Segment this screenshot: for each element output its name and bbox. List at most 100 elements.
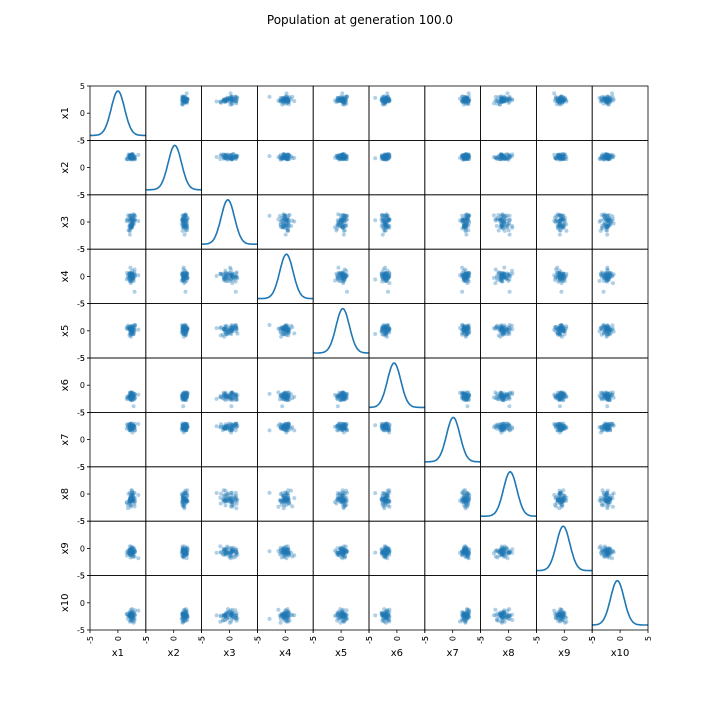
scatter-point [130, 328, 135, 333]
scatter-point [219, 100, 223, 105]
scatter-point [184, 99, 188, 104]
scatter-point [183, 212, 188, 217]
scatter-point [218, 157, 223, 162]
scatter-point [344, 392, 349, 397]
scatter-point [132, 155, 137, 160]
scatter-point [383, 271, 388, 276]
scatter-point [339, 275, 344, 280]
scatter-point [384, 95, 389, 100]
scatter-point [604, 213, 609, 218]
scatter-point [603, 272, 607, 277]
scatter-point [342, 102, 347, 107]
scatter-point [560, 279, 565, 283]
scatter-point [182, 98, 187, 103]
scatter-point [508, 154, 512, 159]
scatter-point [286, 153, 291, 158]
scatter-point [465, 213, 470, 218]
scatter-point [557, 223, 562, 228]
scatter-point [234, 270, 239, 275]
scatter-point [494, 156, 499, 161]
scatter-point [282, 223, 287, 228]
scatter-point [387, 217, 392, 222]
scatter-point [505, 225, 510, 230]
scatter-point [507, 95, 512, 100]
scatter-point [345, 213, 349, 218]
scatter-point [460, 219, 465, 224]
scatter-point [562, 153, 567, 157]
scatter-point [233, 274, 238, 279]
scatter-point [180, 228, 185, 233]
scatter-point [493, 156, 498, 161]
scatter-point [601, 222, 606, 227]
scatter-point [463, 156, 468, 161]
scatter-point [129, 324, 134, 329]
scatter-point [220, 98, 225, 103]
scatter-point [184, 275, 188, 279]
scatter-point [460, 289, 465, 294]
scatter-point [338, 218, 343, 223]
scatter-point [383, 224, 388, 229]
scatter-point [380, 222, 385, 226]
scatter-point [276, 423, 281, 428]
scatter-point [385, 219, 390, 223]
scatter-point [131, 274, 136, 279]
panel-frame [424, 248, 481, 304]
scatter-point [466, 94, 471, 99]
scatter-point [562, 156, 567, 161]
scatter-point [504, 152, 509, 157]
scatter-point [560, 97, 565, 101]
scatter-point [560, 98, 565, 103]
scatter-point [502, 97, 506, 102]
scatter-point [603, 275, 608, 280]
scatter-point [559, 94, 564, 99]
scatter-point [226, 272, 230, 277]
scatter-point [185, 100, 190, 105]
scatter-point [184, 273, 189, 278]
scatter-point [554, 267, 558, 272]
scatter-point [342, 219, 347, 224]
scatter-point [182, 275, 187, 280]
scatter-point [179, 222, 184, 227]
scatter-point [605, 268, 610, 273]
scatter-point [223, 424, 228, 429]
scatter-point [228, 152, 233, 157]
scatter-point [181, 331, 186, 336]
scatter-point [499, 274, 504, 279]
scatter-point [460, 274, 465, 279]
scatter-point [466, 273, 471, 278]
scatter-point [126, 325, 131, 330]
scatter-point [228, 156, 233, 161]
scatter-point [603, 216, 607, 221]
scatter-point [340, 153, 344, 158]
scatter-point [466, 100, 471, 105]
scatter-point [222, 274, 226, 279]
scatter-point [510, 154, 514, 159]
scatter-point [504, 215, 509, 220]
scatter-point [223, 97, 228, 102]
panel-x2-x9 [536, 139, 593, 196]
scatter-point [181, 327, 186, 332]
scatter-point [339, 225, 344, 229]
scatter-point [126, 155, 130, 160]
scatter-point [465, 97, 470, 102]
scatter-point [382, 157, 387, 162]
scatter-point [558, 100, 563, 104]
scatter-point [382, 100, 387, 105]
panel-x8-x7 [424, 466, 481, 522]
scatter-point [462, 100, 466, 105]
scatter-point [603, 156, 608, 161]
kde-line-x4 [257, 253, 314, 300]
scatter-point [496, 271, 501, 276]
scatter-point [335, 491, 340, 496]
scatter-point [222, 155, 227, 160]
scatter-point [557, 213, 562, 218]
panel-x9-x8 [480, 520, 537, 577]
scatter-point [289, 488, 294, 493]
scatter-point [185, 276, 190, 280]
scatter-point [501, 156, 506, 161]
scatter-point [560, 155, 564, 160]
scatter-point [230, 275, 235, 279]
scatter-point [339, 98, 344, 103]
scatter-point [557, 271, 562, 276]
scatter-point [461, 96, 466, 101]
